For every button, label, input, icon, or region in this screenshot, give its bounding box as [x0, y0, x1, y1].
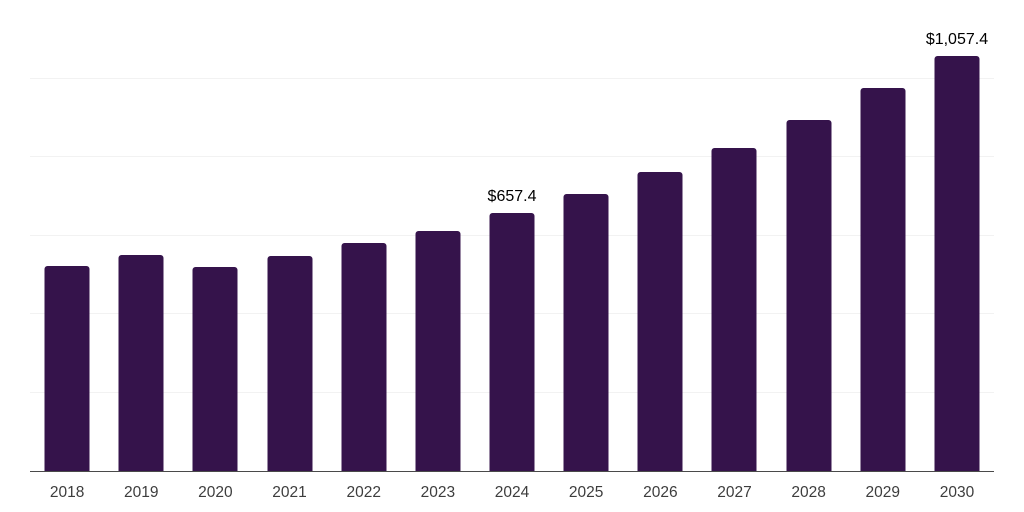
x-tick-label-2026: 2026: [643, 484, 678, 501]
x-tick-label-2027: 2027: [717, 484, 752, 501]
bar-slot-2022: [327, 0, 401, 471]
bar-slot-2029: [846, 0, 920, 471]
gridline-1000: [30, 77, 994, 79]
bar-2022[interactable]: [341, 242, 387, 471]
x-tick-label-2029: 2029: [865, 484, 901, 501]
bar-2018[interactable]: [44, 266, 90, 471]
bar-2029[interactable]: [860, 87, 906, 471]
bar-slot-2025: [549, 0, 623, 471]
bar-slot-2023: [401, 0, 475, 471]
data-label-2030: $1,057.4: [925, 30, 989, 48]
gridline-800: [30, 156, 994, 157]
x-tick-label-2030: 2030: [939, 484, 975, 501]
x-axis-line: [30, 471, 994, 472]
bar-2023[interactable]: [415, 230, 461, 471]
x-axis-labels: 2018 2019 2020 2021 2022 2023 2024 2025 2026 2027…: [30, 483, 994, 503]
x-tick-label-2028: 2028: [791, 484, 826, 501]
bar-2026[interactable]: [637, 171, 683, 471]
data-label-2024: $657.4: [487, 187, 537, 205]
bar-slot-2019: [104, 0, 178, 471]
bar-2030[interactable]: [934, 55, 980, 471]
x-tick-label-2020: 2020: [198, 484, 233, 501]
bar-slot-2030: $1,057.4: [920, 0, 994, 471]
x-tick-label-2019: 2019: [123, 484, 159, 501]
x-tick-label-2023: 2023: [420, 484, 456, 501]
bars-row: $657.4 $1,057.4: [30, 0, 994, 471]
bar-slot-2027: [697, 0, 771, 471]
bar-slot-2026: [623, 0, 697, 471]
bar-slot-2021: [252, 0, 326, 471]
x-tick-label-2022: 2022: [346, 484, 381, 501]
x-tick-label-2018: 2018: [49, 484, 85, 501]
bar-2020[interactable]: [192, 266, 238, 471]
bar-slot-2028: [772, 0, 846, 471]
bar-2019[interactable]: [118, 255, 164, 471]
plot-area: $657.4 $1,057.4: [30, 0, 994, 472]
x-tick-label-2025: 2025: [568, 484, 604, 501]
bar-slot-2024: $657.4: [475, 0, 549, 471]
bar-slot-2018: [30, 0, 104, 471]
bar-slot-2020: [178, 0, 252, 471]
bar-2024[interactable]: [489, 212, 535, 471]
bar-2028[interactable]: [786, 120, 832, 471]
x-tick-label-2024: 2024: [494, 484, 530, 501]
x-tick-label-2021: 2021: [272, 484, 307, 501]
bar-2025[interactable]: [563, 193, 609, 471]
bar-2027[interactable]: [711, 147, 757, 471]
bar-2021[interactable]: [267, 255, 313, 471]
